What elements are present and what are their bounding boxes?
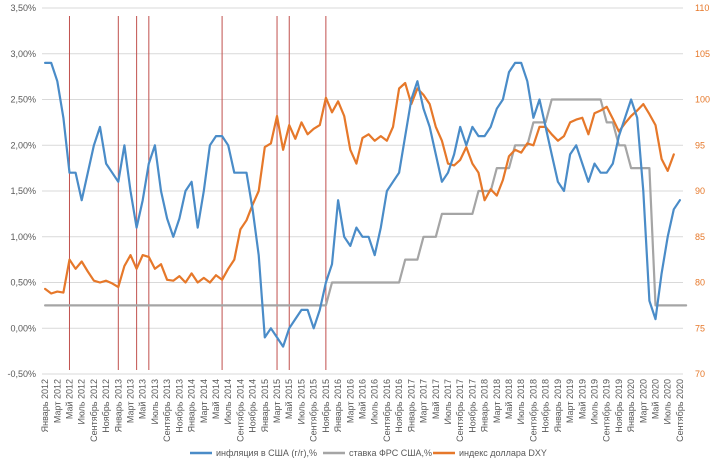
x-tick-label: Январь 2018 [480,379,490,432]
right-tick-label: 80 [695,278,705,288]
x-tick-label: Сентябрь 2015 [309,379,319,442]
x-tick-label: Май 2014 [211,379,221,419]
x-tick-label: Март 2017 [419,379,429,423]
left-tick-label: 2,00% [10,140,36,150]
x-tick-label: Ноябрь 2018 [541,379,551,433]
x-tick-label: Июль 2014 [223,379,233,424]
x-tick-label: Март 2020 [638,379,648,423]
x-tick-label: Январь 2014 [187,379,197,432]
x-tick-label: Май 2019 [577,379,587,419]
x-tick-label: Сентябрь 2020 [675,379,685,442]
left-tick-label: 1,50% [10,186,36,196]
x-tick-label: Январь 2017 [406,379,416,432]
x-tick-label: Ноябрь 2013 [174,379,184,433]
legend-label-dxy: индекс доллара DXY [459,448,547,458]
x-tick-label: Март 2013 [126,379,136,423]
x-tick-label: Май 2015 [284,379,294,419]
right-y-axis: 70 75 80 85 90 95 100 105 110 [695,3,710,379]
x-tick-label: Ноябрь 2019 [614,379,624,433]
left-tick-label: 3,00% [10,49,36,59]
left-tick-label: 0,00% [10,323,36,333]
x-tick-label: Май 2016 [358,379,368,419]
x-tick-label: Сентябрь 2012 [89,379,99,442]
x-tick-label: Май 2018 [504,379,514,419]
x-tick-label: Январь 2019 [553,379,563,432]
x-tick-label: Сентябрь 2018 [528,379,538,442]
left-y-axis: -0,50% 0,00% 0,50% 1,00% 1,50% 2,00% 2,50% 3,00… [7,3,36,379]
x-tick-label: Ноябрь 2014 [248,379,258,433]
x-tick-label: Ноябрь 2017 [467,379,477,433]
x-tick-label: Сентябрь 2014 [235,379,245,442]
right-tick-label: 70 [695,369,705,379]
x-tick-label: Ноябрь 2016 [394,379,404,433]
right-tick-label: 85 [695,232,705,242]
right-tick-label: 105 [695,49,710,59]
left-tick-label: 0,50% [10,278,36,288]
x-tick-label: Июль 2018 [516,379,526,424]
x-tick-label: Июль 2016 [370,379,380,424]
legend-label-fed-rate: ставка ФРС США,% [349,448,432,458]
x-tick-label: Январь 2016 [333,379,343,432]
left-tick-label: -0,50% [7,369,36,379]
x-tick-label: Май 2013 [138,379,148,419]
x-tick-label: Сентябрь 2013 [162,379,172,442]
x-axis: Январь 2012 Март 2012 Май 2012 Июль 2012 Сен… [40,379,685,442]
x-tick-label: Март 2012 [52,379,62,423]
x-tick-label: Март 2014 [199,379,209,423]
x-tick-label: Сентябрь 2016 [382,379,392,442]
x-tick-label: Июль 2017 [443,379,453,424]
x-tick-label: Июль 2013 [150,379,160,424]
series-lines [43,61,688,348]
series-line-dxy [43,81,675,295]
x-tick-label: Январь 2012 [40,379,50,432]
x-tick-label: Ноябрь 2015 [321,379,331,433]
x-tick-label: Январь 2015 [260,379,270,432]
x-tick-label: Март 2018 [492,379,502,423]
x-tick-label: Июль 2012 [77,379,87,424]
x-tick-label: Май 2020 [651,379,661,419]
x-tick-label: Июль 2020 [663,379,673,424]
x-tick-label: Январь 2013 [113,379,123,432]
x-tick-label: Март 2016 [345,379,355,423]
x-tick-label: Май 2012 [64,379,74,419]
left-tick-label: 2,50% [10,95,36,105]
left-tick-label: 3,50% [10,3,36,13]
legend-label-inflation: инфляция в США (г/г),% [216,448,317,458]
vertical-markers [68,16,327,370]
x-tick-label: Март 2015 [272,379,282,423]
x-tick-label: Сентябрь 2017 [455,379,465,442]
right-tick-label: 110 [695,3,709,13]
x-tick-label: Сентябрь 2019 [602,379,612,442]
right-tick-label: 90 [695,186,705,196]
series-line-inflation [43,61,682,348]
left-tick-label: 1,00% [10,232,36,242]
x-tick-label: Март 2019 [565,379,575,423]
x-tick-label: Июль 2019 [589,379,599,424]
right-tick-label: 100 [695,95,710,105]
x-tick-label: Январь 2020 [626,379,636,432]
right-tick-label: 75 [695,323,705,333]
x-tick-label: Июль 2015 [296,379,306,424]
legend: инфляция в США (г/г),% ставка ФРС США,% … [190,448,547,458]
x-tick-label: Ноябрь 2012 [101,379,111,433]
right-tick-label: 95 [695,140,705,150]
series-line-fed-rate [43,98,688,307]
x-tick-label: Май 2017 [431,379,441,419]
